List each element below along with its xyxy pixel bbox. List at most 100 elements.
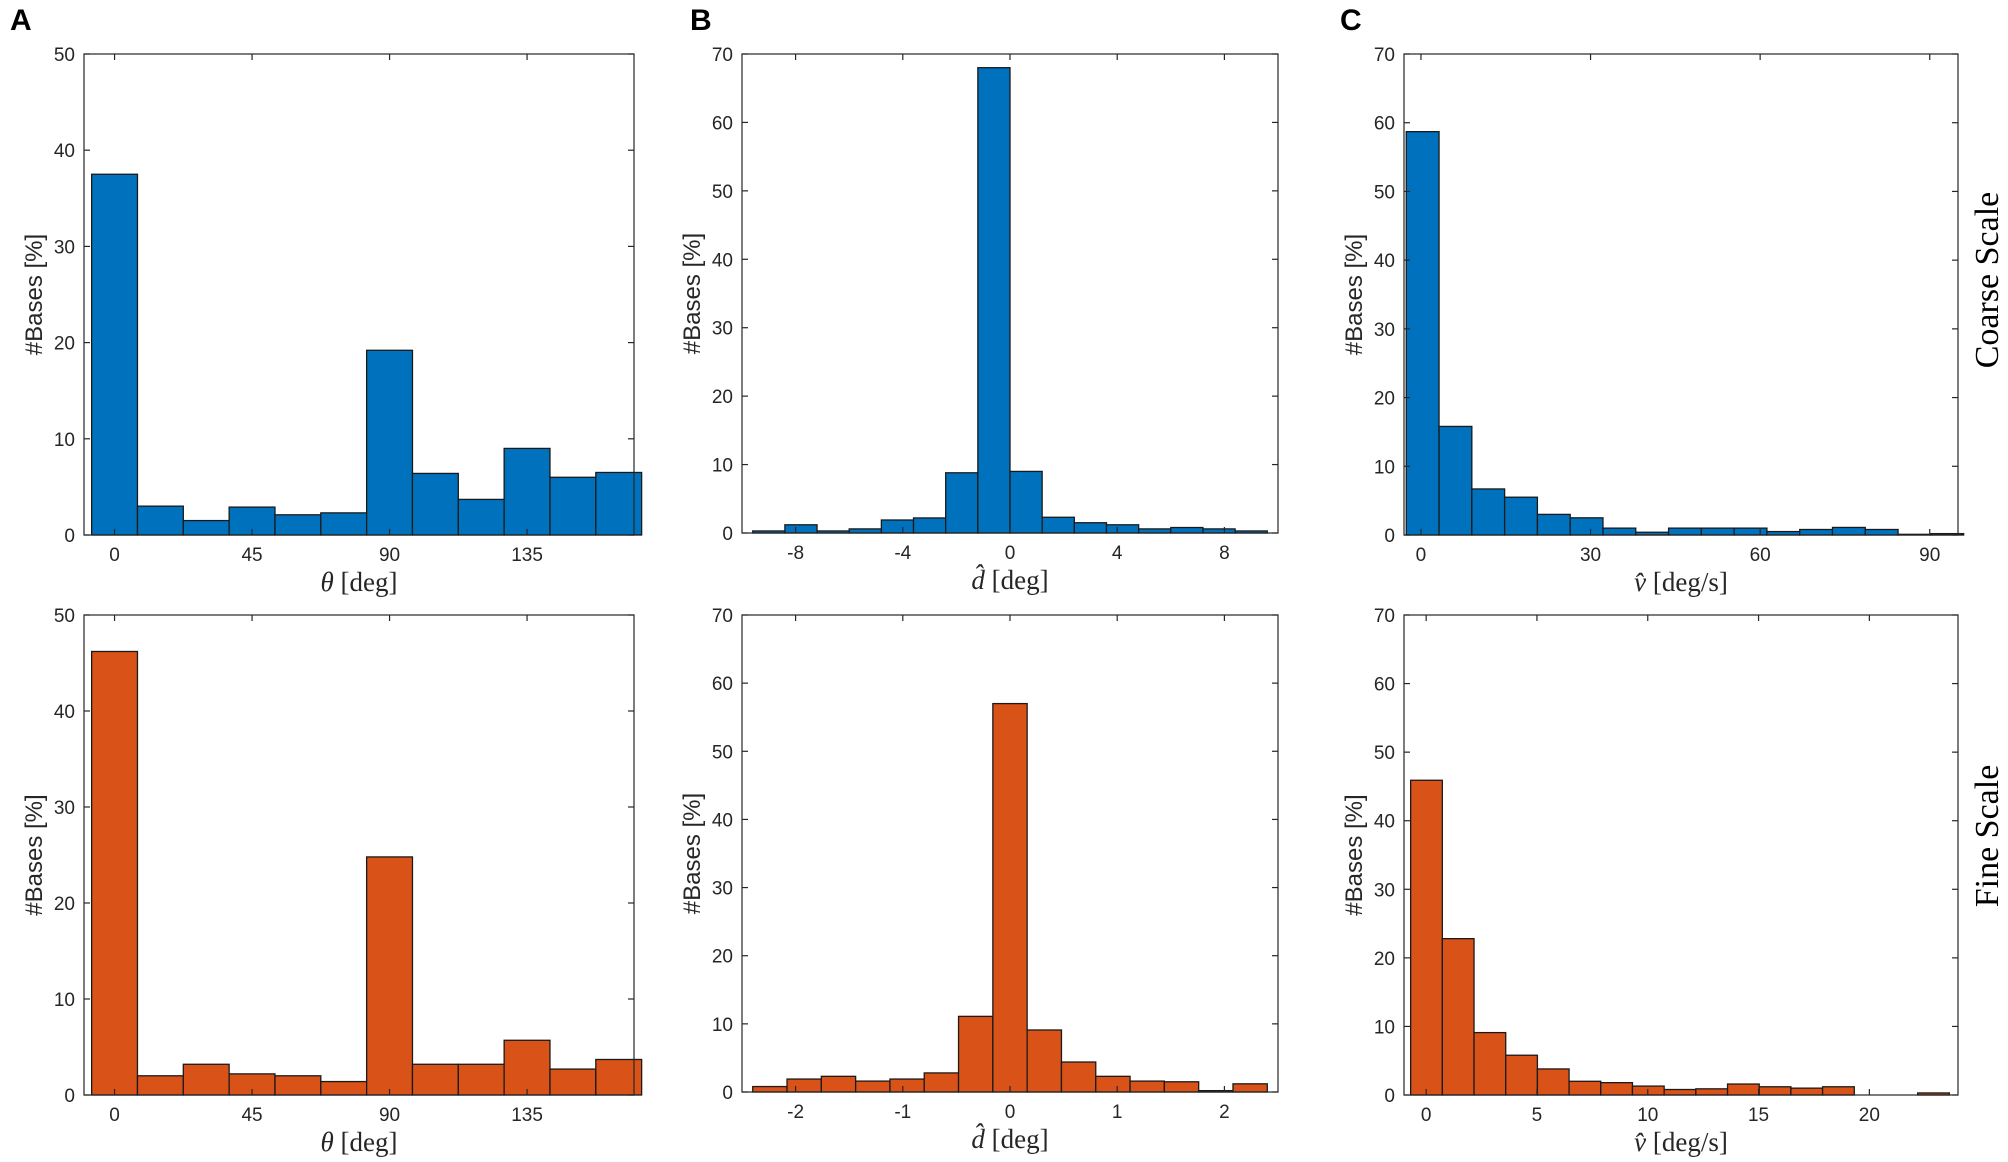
x-axis-variable: v̂ xyxy=(1634,1127,1646,1157)
panel-letter-b: B xyxy=(690,4,712,37)
x-axis-label: d̂ [deg] xyxy=(971,565,1048,595)
histogram-bar xyxy=(1821,1086,1855,1096)
histogram-bar xyxy=(820,1075,857,1093)
histogram-bar xyxy=(411,472,459,536)
x-tick-label: -4 xyxy=(894,543,911,564)
histogram-bar xyxy=(90,650,139,1096)
x-axis-unit: [deg] xyxy=(985,565,1049,595)
histogram-bar xyxy=(503,1039,551,1096)
histogram-bar xyxy=(1438,425,1473,536)
histogram-bar xyxy=(786,1078,822,1093)
histogram-bar xyxy=(1441,938,1475,1096)
y-tick-label: 30 xyxy=(1374,320,1395,341)
y-tick-label: 20 xyxy=(1374,949,1395,970)
x-tick-label: 1 xyxy=(1112,1102,1123,1123)
histogram-bar xyxy=(1409,779,1443,1096)
histogram-bar xyxy=(1202,528,1236,534)
x-tick-label: 0 xyxy=(109,545,120,566)
histogram-bar xyxy=(1163,1081,1200,1093)
y-tick-label: 0 xyxy=(722,524,733,545)
histogram-bar xyxy=(1129,1080,1166,1093)
x-tick-label: 0 xyxy=(1005,543,1016,564)
y-axis-label: #Bases [%] xyxy=(1341,234,1368,355)
x-tick-label: 15 xyxy=(1748,1105,1769,1126)
y-tick-label: 20 xyxy=(1374,389,1395,410)
histogram-bar xyxy=(365,349,414,536)
histogram-bar xyxy=(1667,527,1703,536)
histogram-bar xyxy=(1137,528,1172,534)
histogram-bar xyxy=(1405,130,1440,536)
histogram-bar xyxy=(848,528,883,534)
histogram-coarse-v: 0 10 20 30 40 50 60 70 0 30 60 90 v̂ [deg/s] #Bases [… xyxy=(1341,45,1965,597)
histogram-bar xyxy=(752,1085,788,1093)
x-axis-label: v̂ [deg/s] xyxy=(1634,567,1728,597)
x-tick-label: 0 xyxy=(1416,545,1427,566)
histogram-bar xyxy=(1695,1088,1729,1096)
x-tick-label: 135 xyxy=(511,1105,543,1126)
y-tick-label: 40 xyxy=(54,702,75,723)
histogram-bar xyxy=(1009,470,1043,534)
histogram-bar xyxy=(90,173,139,536)
y-tick-label: 70 xyxy=(712,45,733,66)
x-tick-label: 30 xyxy=(1580,545,1601,566)
histogram-fine-v: 0 10 20 30 40 50 60 70 0 5 10 15 20 v̂ [deg/s] #Bases … xyxy=(1341,606,1959,1157)
histogram-bar xyxy=(1471,488,1506,536)
histogram-bar xyxy=(1505,1054,1539,1096)
x-tick-label: 5 xyxy=(1532,1105,1543,1126)
x-tick-label: 0 xyxy=(1421,1105,1432,1126)
y-tick-label: 40 xyxy=(1374,251,1395,272)
x-axis-label: v̂ [deg/s] xyxy=(1634,1127,1728,1157)
y-axis-label: #Bases [%] xyxy=(679,233,706,354)
histogram-bar xyxy=(957,1015,994,1093)
y-axis-label: #Bases [%] xyxy=(1341,794,1368,915)
histogram-bar xyxy=(1569,517,1604,536)
y-axis-label: #Bases [%] xyxy=(679,793,706,914)
y-tick-label: 50 xyxy=(712,742,733,763)
x-tick-label: 60 xyxy=(1750,545,1771,566)
histogram-bar xyxy=(1073,522,1108,534)
x-axis-unit: [deg] xyxy=(334,567,398,597)
histogram-bar xyxy=(1503,496,1539,536)
histogram-bar xyxy=(320,512,368,536)
x-axis-variable: θ xyxy=(321,1127,334,1157)
histogram-bar xyxy=(549,1068,597,1096)
histogram-bar xyxy=(1700,527,1735,536)
histogram-bar xyxy=(1568,1080,1602,1096)
panel-letter-c: C xyxy=(1340,4,1362,37)
y-tick-label: 70 xyxy=(712,606,733,627)
x-tick-label: -2 xyxy=(787,1102,804,1123)
row-label-fine: Fine Scale xyxy=(1969,765,2006,908)
axes-box xyxy=(83,53,635,536)
y-axis-label: #Bases [%] xyxy=(21,794,48,915)
y-tick-label: 40 xyxy=(54,141,75,162)
panel-letter-a: A xyxy=(10,4,32,37)
histogram-bar xyxy=(136,505,184,536)
x-tick-label: 2 xyxy=(1219,1102,1230,1123)
histogram-bar xyxy=(977,67,1011,534)
y-tick-label: 20 xyxy=(54,334,75,355)
x-tick-label: 45 xyxy=(241,545,262,566)
histogram-bar xyxy=(182,1063,230,1096)
y-tick-label: 20 xyxy=(54,894,75,915)
y-tick-label: 50 xyxy=(1374,182,1395,203)
x-tick-label: 8 xyxy=(1219,543,1230,564)
histogram-bar xyxy=(1831,526,1866,536)
y-tick-label: 30 xyxy=(712,319,733,340)
histogram-bar xyxy=(365,856,414,1096)
histogram-bar xyxy=(1026,1029,1063,1093)
y-tick-label: 40 xyxy=(1374,812,1395,833)
y-tick-label: 10 xyxy=(1374,457,1395,478)
y-tick-label: 30 xyxy=(54,798,75,819)
histogram-bar xyxy=(1864,528,1899,536)
histogram-bar xyxy=(1060,1061,1097,1093)
x-tick-label: 10 xyxy=(1637,1105,1658,1126)
histogram-fine-d: 0 10 20 30 40 50 60 70 -2 -1 0 1 2 d̂ [deg] #Bases [%] xyxy=(679,606,1279,1154)
histogram-bar xyxy=(1536,513,1571,536)
histogram-bar xyxy=(992,702,1028,1093)
histogram-bar xyxy=(595,471,643,536)
histogram-bar xyxy=(1041,516,1075,534)
x-tick-label: -1 xyxy=(894,1102,911,1123)
histogram-bar xyxy=(1170,526,1204,534)
histogram-bar xyxy=(889,1078,925,1093)
